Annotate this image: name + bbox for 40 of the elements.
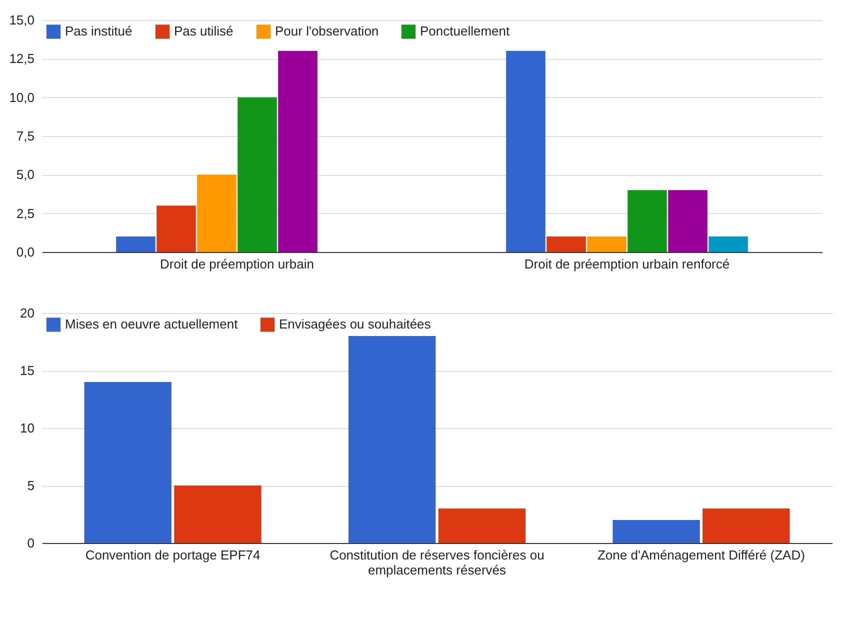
- y-tick-label: 20: [20, 306, 34, 320]
- x-tick-label: Zone d'Aménagement Différé (ZAD): [597, 548, 805, 562]
- bar: [546, 236, 586, 252]
- y-tick-label: 0,0: [16, 244, 34, 260]
- x-tick-label: Droit de préemption urbain: [160, 256, 314, 272]
- bar: [156, 206, 196, 252]
- x-tick-label: Constitution de réserves foncières ou emplacements réservés: [330, 548, 544, 578]
- bar: [612, 520, 700, 543]
- bar: [278, 50, 318, 252]
- x-tick-label: Convention de portage EPF74: [85, 548, 260, 562]
- y-tick-label: 12,5: [9, 51, 34, 66]
- legend-label: Ponctuellement: [420, 24, 510, 39]
- bar: [628, 190, 667, 252]
- y-tick-label: 10: [20, 420, 34, 436]
- y-tick-label: 5,0: [16, 167, 34, 182]
- y-tick-label: 15,0: [9, 12, 34, 28]
- bar: [84, 382, 172, 543]
- bar: [708, 236, 748, 252]
- bar: [348, 336, 436, 543]
- bar: [506, 50, 546, 252]
- legend-label: Envisagées ou souhaitées: [279, 316, 432, 332]
- legend-label: Pour l'observation: [275, 24, 379, 39]
- y-tick-label: 5: [27, 478, 34, 493]
- bar: [238, 97, 277, 252]
- x-tick-label: Droit de préemption urbain renforcé: [524, 256, 730, 272]
- y-tick-label: 10,0: [9, 90, 34, 105]
- bar: [197, 174, 236, 252]
- bar: [174, 486, 262, 543]
- legend-label: Mises en oeuvre actuellement: [65, 316, 238, 332]
- bar: [438, 508, 526, 543]
- legend-label: Pas institué: [65, 24, 132, 39]
- y-tick-label: 2,5: [16, 206, 34, 221]
- bar: [116, 236, 156, 252]
- bar: [587, 236, 626, 252]
- y-tick-label: 15: [20, 363, 34, 378]
- bar: [702, 508, 790, 543]
- legend-label: Pas utilisé: [174, 24, 234, 39]
- y-tick-label: 7,5: [16, 128, 34, 144]
- y-tick-label: 0: [27, 536, 34, 550]
- bar: [668, 190, 708, 252]
